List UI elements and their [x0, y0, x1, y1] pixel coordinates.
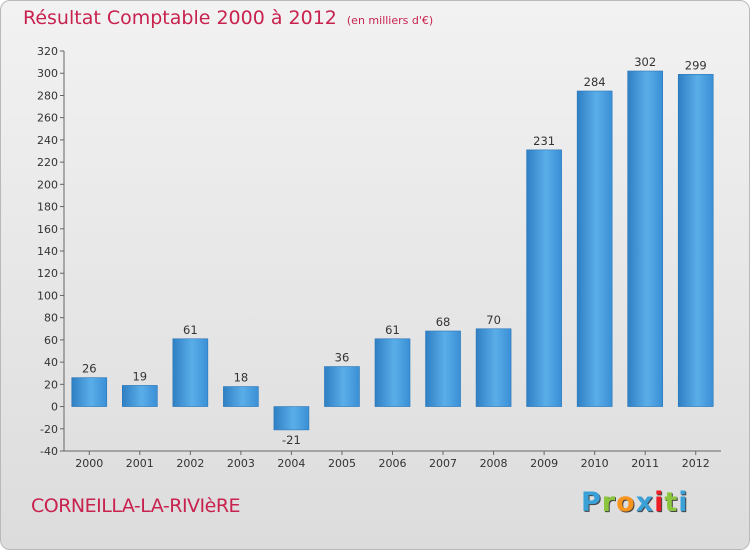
x-tick-label: 2012 [682, 457, 710, 470]
value-label-2000: 26 [82, 362, 97, 376]
chart-unit: (en milliers d'€) [346, 14, 434, 27]
x-tick-label: 2005 [328, 457, 356, 470]
bar-2012 [677, 74, 714, 407]
y-tick-label: -40 [40, 445, 58, 458]
bars [71, 70, 714, 431]
bar-2006 [374, 338, 411, 407]
y-tick-label: 60 [44, 334, 58, 347]
proxiti-logo: Proxiti [581, 487, 689, 518]
value-label-2006: 61 [385, 323, 400, 337]
bar-2009 [526, 149, 562, 407]
x-tick-label: 2007 [429, 457, 457, 470]
y-tick-label: 240 [37, 134, 58, 147]
chart-title: Résultat Comptable 2000 à 2012 (en millie… [23, 7, 433, 29]
y-tick-label: 300 [37, 67, 58, 80]
y-tick-label: 160 [37, 223, 58, 236]
bar-2010 [576, 90, 613, 407]
value-label-2011: 302 [634, 55, 656, 69]
bar-2002 [172, 338, 209, 407]
y-tick-label: 100 [37, 289, 58, 302]
bar-2011 [627, 70, 663, 407]
x-tick-label: 2003 [227, 457, 255, 470]
logo-letter: P [581, 487, 602, 518]
value-label-2007: 68 [436, 315, 451, 329]
value-label-2008: 70 [486, 313, 501, 327]
y-tick-label: 180 [37, 201, 58, 214]
bar-2000 [71, 377, 108, 407]
chart-title-text: Résultat Comptable 2000 à 2012 [23, 7, 337, 29]
y-tick-label: 260 [37, 112, 58, 125]
value-label-2003: 18 [234, 371, 249, 385]
bar-2001 [122, 385, 158, 407]
value-label-2002: 61 [183, 323, 198, 337]
logo-letter: r [601, 487, 617, 518]
place-name: CORNEILLA-LA-RIVIèRE [31, 495, 241, 517]
y-tick-label: 140 [37, 245, 58, 258]
axes: -40 -20 0 20 40 60 80 100 120 140 160 180 200 220 240 2… [37, 45, 721, 470]
x-tick-label: 2010 [581, 457, 609, 470]
bar-2007 [425, 330, 461, 407]
x-tick-label: 2000 [75, 457, 103, 470]
x-tick-label: 2002 [176, 457, 204, 470]
logo-letter: t [664, 487, 679, 518]
x-tick-label: 2009 [530, 457, 558, 470]
y-tick-label: 200 [37, 178, 58, 191]
bar-2003 [223, 386, 259, 407]
y-tick-label: 280 [37, 89, 58, 102]
logo-letter: i [654, 487, 665, 518]
bar-2004 [273, 406, 310, 431]
y-tick-label: 80 [44, 312, 58, 325]
logo-letter: o [616, 487, 636, 518]
value-label-2010: 284 [584, 75, 606, 89]
y-tick-label: 20 [44, 378, 58, 391]
y-tick-label: 0 [51, 401, 58, 414]
x-tick-label: 2011 [631, 457, 659, 470]
logo-letter: i [678, 487, 689, 518]
bar-2005 [324, 366, 360, 407]
x-tick-label: 2008 [480, 457, 508, 470]
y-tick-label: 220 [37, 156, 58, 169]
value-label-2012: 299 [685, 58, 707, 72]
value-label-2001: 19 [132, 369, 147, 383]
y-tick-label: 320 [37, 45, 58, 58]
value-label-2005: 36 [335, 351, 350, 365]
value-label-2009: 231 [533, 134, 555, 148]
y-tick-label: 40 [44, 356, 58, 369]
logo-letter: x [635, 487, 655, 518]
value-labels: 26 19 61 18 -21 36 61 68 70 231 284 302 299 [82, 55, 707, 447]
value-label-2004: -21 [282, 433, 301, 447]
x-tick-label: 2001 [126, 457, 154, 470]
x-tick-label: 2006 [379, 457, 407, 470]
x-tick-label: 2004 [277, 457, 305, 470]
y-tick-label: 120 [37, 267, 58, 280]
y-tick-label: -20 [40, 423, 58, 436]
bar-2008 [475, 328, 512, 407]
